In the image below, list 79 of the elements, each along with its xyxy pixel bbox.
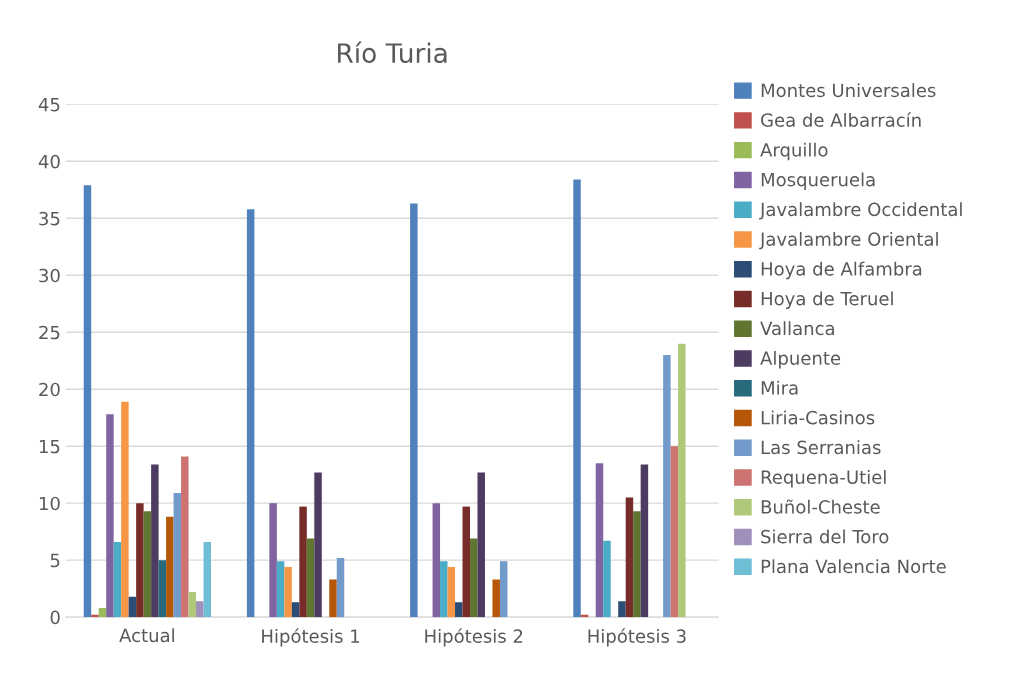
bar <box>618 601 626 618</box>
legend-label: Sierra del Toro <box>761 529 889 544</box>
legend-label: Liria-Casinos <box>761 410 875 425</box>
bar <box>291 602 300 618</box>
bar <box>678 343 686 618</box>
legend-label: Arquillo <box>760 142 828 161</box>
bar <box>181 456 189 618</box>
x-tick-label: Hipótesis 1 <box>262 628 360 647</box>
chart-title: Río Turia <box>338 41 447 64</box>
bar <box>336 557 345 618</box>
bar <box>499 561 508 618</box>
legend-label: Las Serranias <box>761 440 881 455</box>
y-tick-label: 25 <box>39 325 60 340</box>
bar <box>573 179 581 618</box>
y-tick-label: 20 <box>39 382 60 397</box>
bar <box>246 209 255 618</box>
y-tick-label: 45 <box>38 98 60 112</box>
bar <box>203 541 212 618</box>
legend-label: Hoya de Teruel <box>761 291 893 309</box>
bar <box>83 185 92 618</box>
bar <box>188 592 197 618</box>
y-tick-label: 35 <box>39 211 60 226</box>
bar <box>462 506 470 618</box>
legend-label: Vallanca <box>760 321 834 336</box>
legend-label: Requena-Utiel <box>761 470 886 488</box>
bar <box>121 401 129 618</box>
bar <box>299 506 307 618</box>
bar <box>440 561 448 618</box>
bar <box>98 608 107 618</box>
legend-label: Plana Valencia Norte <box>761 559 946 574</box>
bar <box>455 602 463 618</box>
y-tick-label: 0 <box>50 610 60 625</box>
bar <box>633 511 641 618</box>
bar <box>276 561 285 618</box>
legend-label: Mosqueruela <box>761 172 875 190</box>
bar <box>113 541 122 618</box>
y-tick-label: 10 <box>39 496 60 511</box>
bar <box>314 472 322 618</box>
bar <box>128 596 137 618</box>
legend-label: Alpuente <box>760 350 841 369</box>
bar <box>477 472 485 618</box>
bar <box>284 567 292 618</box>
x-tick-label: Actual <box>119 628 174 643</box>
bar <box>447 567 456 618</box>
x-tick-label: Hipótesis 2 <box>425 628 523 647</box>
bar <box>166 516 174 618</box>
legend-label: Javalambre Oriental <box>759 231 938 250</box>
bar <box>158 560 167 618</box>
bar <box>196 601 204 618</box>
bar <box>492 579 500 618</box>
bar <box>663 355 671 618</box>
legend-label: Javalambre Occidental <box>759 202 962 220</box>
y-tick-label: 5 <box>50 553 60 568</box>
bar <box>603 540 611 618</box>
bar <box>306 538 315 618</box>
bar <box>410 203 418 618</box>
legend-label: Hoya de Alfambra <box>761 261 922 280</box>
x-tick-label: Hipótesis 3 <box>588 628 686 647</box>
bar <box>640 464 649 618</box>
bar <box>151 464 159 618</box>
bar <box>329 579 337 618</box>
bar <box>269 503 277 618</box>
bar <box>470 538 478 618</box>
bar <box>432 503 441 618</box>
bar <box>625 497 634 618</box>
y-tick-label: 40 <box>38 154 60 169</box>
legend-label: Montes Universales <box>761 83 936 98</box>
bar <box>595 463 604 618</box>
bar <box>91 614 99 618</box>
legend-label: Buñol-Cheste <box>761 499 880 514</box>
y-tick-label: 15 <box>39 439 60 454</box>
bar <box>136 503 144 618</box>
bar <box>670 446 679 618</box>
legend-label: Gea de Albarracín <box>761 112 921 127</box>
y-tick-label: 30 <box>39 268 60 283</box>
legend-label: Mira <box>761 380 798 395</box>
bar <box>173 492 182 618</box>
bar <box>143 511 152 618</box>
bar <box>106 414 114 618</box>
